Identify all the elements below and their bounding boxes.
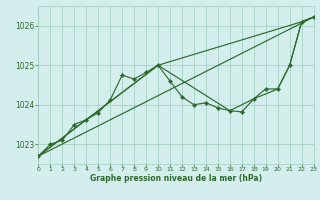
X-axis label: Graphe pression niveau de la mer (hPa): Graphe pression niveau de la mer (hPa) — [90, 174, 262, 183]
